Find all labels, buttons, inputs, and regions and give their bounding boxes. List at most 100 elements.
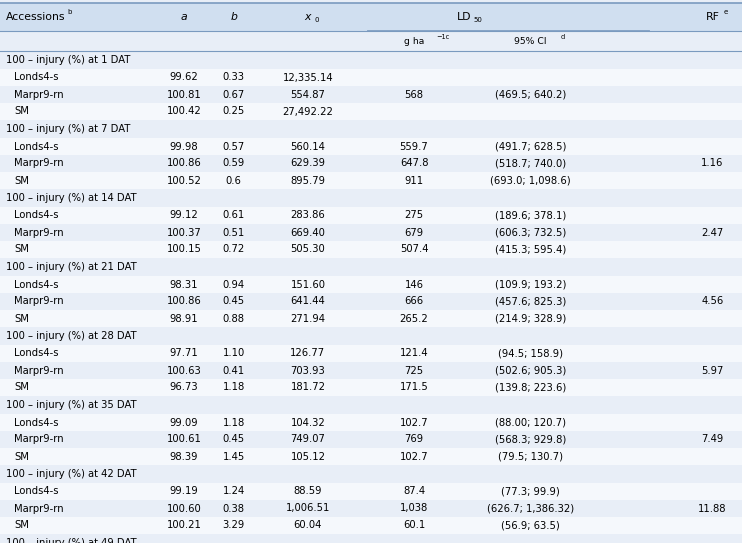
Bar — [0, 207, 742, 224]
Text: 1.16: 1.16 — [701, 159, 723, 168]
Bar — [0, 414, 742, 431]
Text: RF: RF — [706, 12, 719, 22]
Text: 554.87: 554.87 — [290, 90, 326, 99]
Text: 1,038: 1,038 — [400, 503, 428, 514]
Text: 60.04: 60.04 — [294, 521, 322, 531]
Text: 629.39: 629.39 — [290, 159, 326, 168]
Text: 725: 725 — [404, 365, 424, 376]
Text: 100.61: 100.61 — [166, 434, 202, 445]
Text: (94.5; 158.9): (94.5; 158.9) — [498, 349, 563, 358]
Text: 88.59: 88.59 — [294, 487, 322, 496]
Text: 4.56: 4.56 — [701, 296, 723, 306]
Bar — [0, 379, 742, 396]
Text: 99.12: 99.12 — [170, 211, 198, 220]
Text: 171.5: 171.5 — [400, 382, 428, 393]
Bar — [0, 293, 742, 310]
Text: 0.41: 0.41 — [223, 365, 245, 376]
Text: Marpr9-rn: Marpr9-rn — [14, 365, 64, 376]
Text: a: a — [181, 12, 187, 22]
Text: 99.09: 99.09 — [170, 418, 198, 427]
Text: b: b — [230, 12, 237, 22]
Text: 105.12: 105.12 — [290, 451, 326, 462]
Text: 271.94: 271.94 — [290, 313, 326, 324]
Bar — [0, 172, 742, 189]
Text: SM: SM — [14, 106, 29, 117]
Text: 641.44: 641.44 — [291, 296, 325, 306]
Bar — [0, 189, 742, 207]
Text: (77.3; 99.9): (77.3; 99.9) — [501, 487, 560, 496]
Text: (109.9; 193.2): (109.9; 193.2) — [495, 280, 566, 289]
Text: 100.86: 100.86 — [167, 159, 201, 168]
Text: 0.25: 0.25 — [223, 106, 245, 117]
Bar — [0, 276, 742, 293]
Text: 679: 679 — [404, 228, 424, 237]
Text: 100 – injury (%) at 1 DAT: 100 – injury (%) at 1 DAT — [6, 55, 131, 65]
Text: 96.73: 96.73 — [170, 382, 198, 393]
Text: 98.91: 98.91 — [170, 313, 198, 324]
Bar — [0, 448, 742, 465]
Text: 0.33: 0.33 — [223, 73, 245, 83]
Text: 100 – injury (%) at 21 DAT: 100 – injury (%) at 21 DAT — [6, 262, 137, 272]
Text: 100.21: 100.21 — [166, 521, 202, 531]
Bar — [0, 155, 742, 172]
Text: 181.72: 181.72 — [290, 382, 326, 393]
Text: 100.42: 100.42 — [167, 106, 201, 117]
Text: LD: LD — [457, 12, 471, 22]
Bar — [0, 241, 742, 258]
Text: 666: 666 — [404, 296, 424, 306]
Text: 98.39: 98.39 — [170, 451, 198, 462]
Text: 97.71: 97.71 — [170, 349, 198, 358]
Text: (139.8; 223.6): (139.8; 223.6) — [495, 382, 566, 393]
Text: Londs4-s: Londs4-s — [14, 418, 59, 427]
Text: (693.0; 1,098.6): (693.0; 1,098.6) — [490, 175, 571, 186]
Text: 1,006.51: 1,006.51 — [286, 503, 330, 514]
Text: 99.62: 99.62 — [170, 73, 198, 83]
Text: 507.4: 507.4 — [400, 244, 428, 255]
Text: 2.47: 2.47 — [701, 228, 723, 237]
Text: (568.3; 929.8): (568.3; 929.8) — [495, 434, 566, 445]
Text: SM: SM — [14, 521, 29, 531]
Text: 0.72: 0.72 — [223, 244, 245, 255]
Text: SM: SM — [14, 313, 29, 324]
Bar — [0, 31, 742, 51]
Bar — [0, 465, 742, 483]
Text: 560.14: 560.14 — [290, 142, 326, 151]
Text: (79.5; 130.7): (79.5; 130.7) — [498, 451, 563, 462]
Bar — [0, 310, 742, 327]
Text: 146: 146 — [404, 280, 424, 289]
Text: Marpr9-rn: Marpr9-rn — [14, 296, 64, 306]
Text: 568: 568 — [404, 90, 424, 99]
Text: (502.6; 905.3): (502.6; 905.3) — [495, 365, 566, 376]
Text: 100.52: 100.52 — [166, 175, 202, 186]
Text: 104.32: 104.32 — [291, 418, 325, 427]
Text: Accessions: Accessions — [6, 12, 65, 22]
Text: 98.31: 98.31 — [170, 280, 198, 289]
Text: 1.45: 1.45 — [223, 451, 245, 462]
Text: 100 – injury (%) at 35 DAT: 100 – injury (%) at 35 DAT — [6, 400, 137, 410]
Text: 99.98: 99.98 — [170, 142, 198, 151]
Text: 0.94: 0.94 — [223, 280, 245, 289]
Text: Marpr9-rn: Marpr9-rn — [14, 159, 64, 168]
Text: 50: 50 — [473, 17, 482, 23]
Bar — [0, 3, 742, 31]
Text: d: d — [560, 34, 565, 40]
Text: 99.19: 99.19 — [170, 487, 198, 496]
Text: 102.7: 102.7 — [400, 418, 428, 427]
Bar — [0, 103, 742, 120]
Text: (491.7; 628.5): (491.7; 628.5) — [495, 142, 566, 151]
Text: 100.37: 100.37 — [167, 228, 201, 237]
Text: (415.3; 595.4): (415.3; 595.4) — [495, 244, 566, 255]
Text: 100.86: 100.86 — [167, 296, 201, 306]
Text: 87.4: 87.4 — [403, 487, 425, 496]
Text: (606.3; 732.5): (606.3; 732.5) — [495, 228, 566, 237]
Text: 769: 769 — [404, 434, 424, 445]
Text: Londs4-s: Londs4-s — [14, 211, 59, 220]
Text: 1.10: 1.10 — [223, 349, 245, 358]
Text: 27,492.22: 27,492.22 — [283, 106, 333, 117]
Text: 0.61: 0.61 — [223, 211, 245, 220]
Text: (56.9; 63.5): (56.9; 63.5) — [501, 521, 560, 531]
Text: Londs4-s: Londs4-s — [14, 142, 59, 151]
Bar — [0, 51, 742, 69]
Text: 100 – injury (%) at 28 DAT: 100 – injury (%) at 28 DAT — [6, 331, 137, 341]
Text: 12,335.14: 12,335.14 — [283, 73, 333, 83]
